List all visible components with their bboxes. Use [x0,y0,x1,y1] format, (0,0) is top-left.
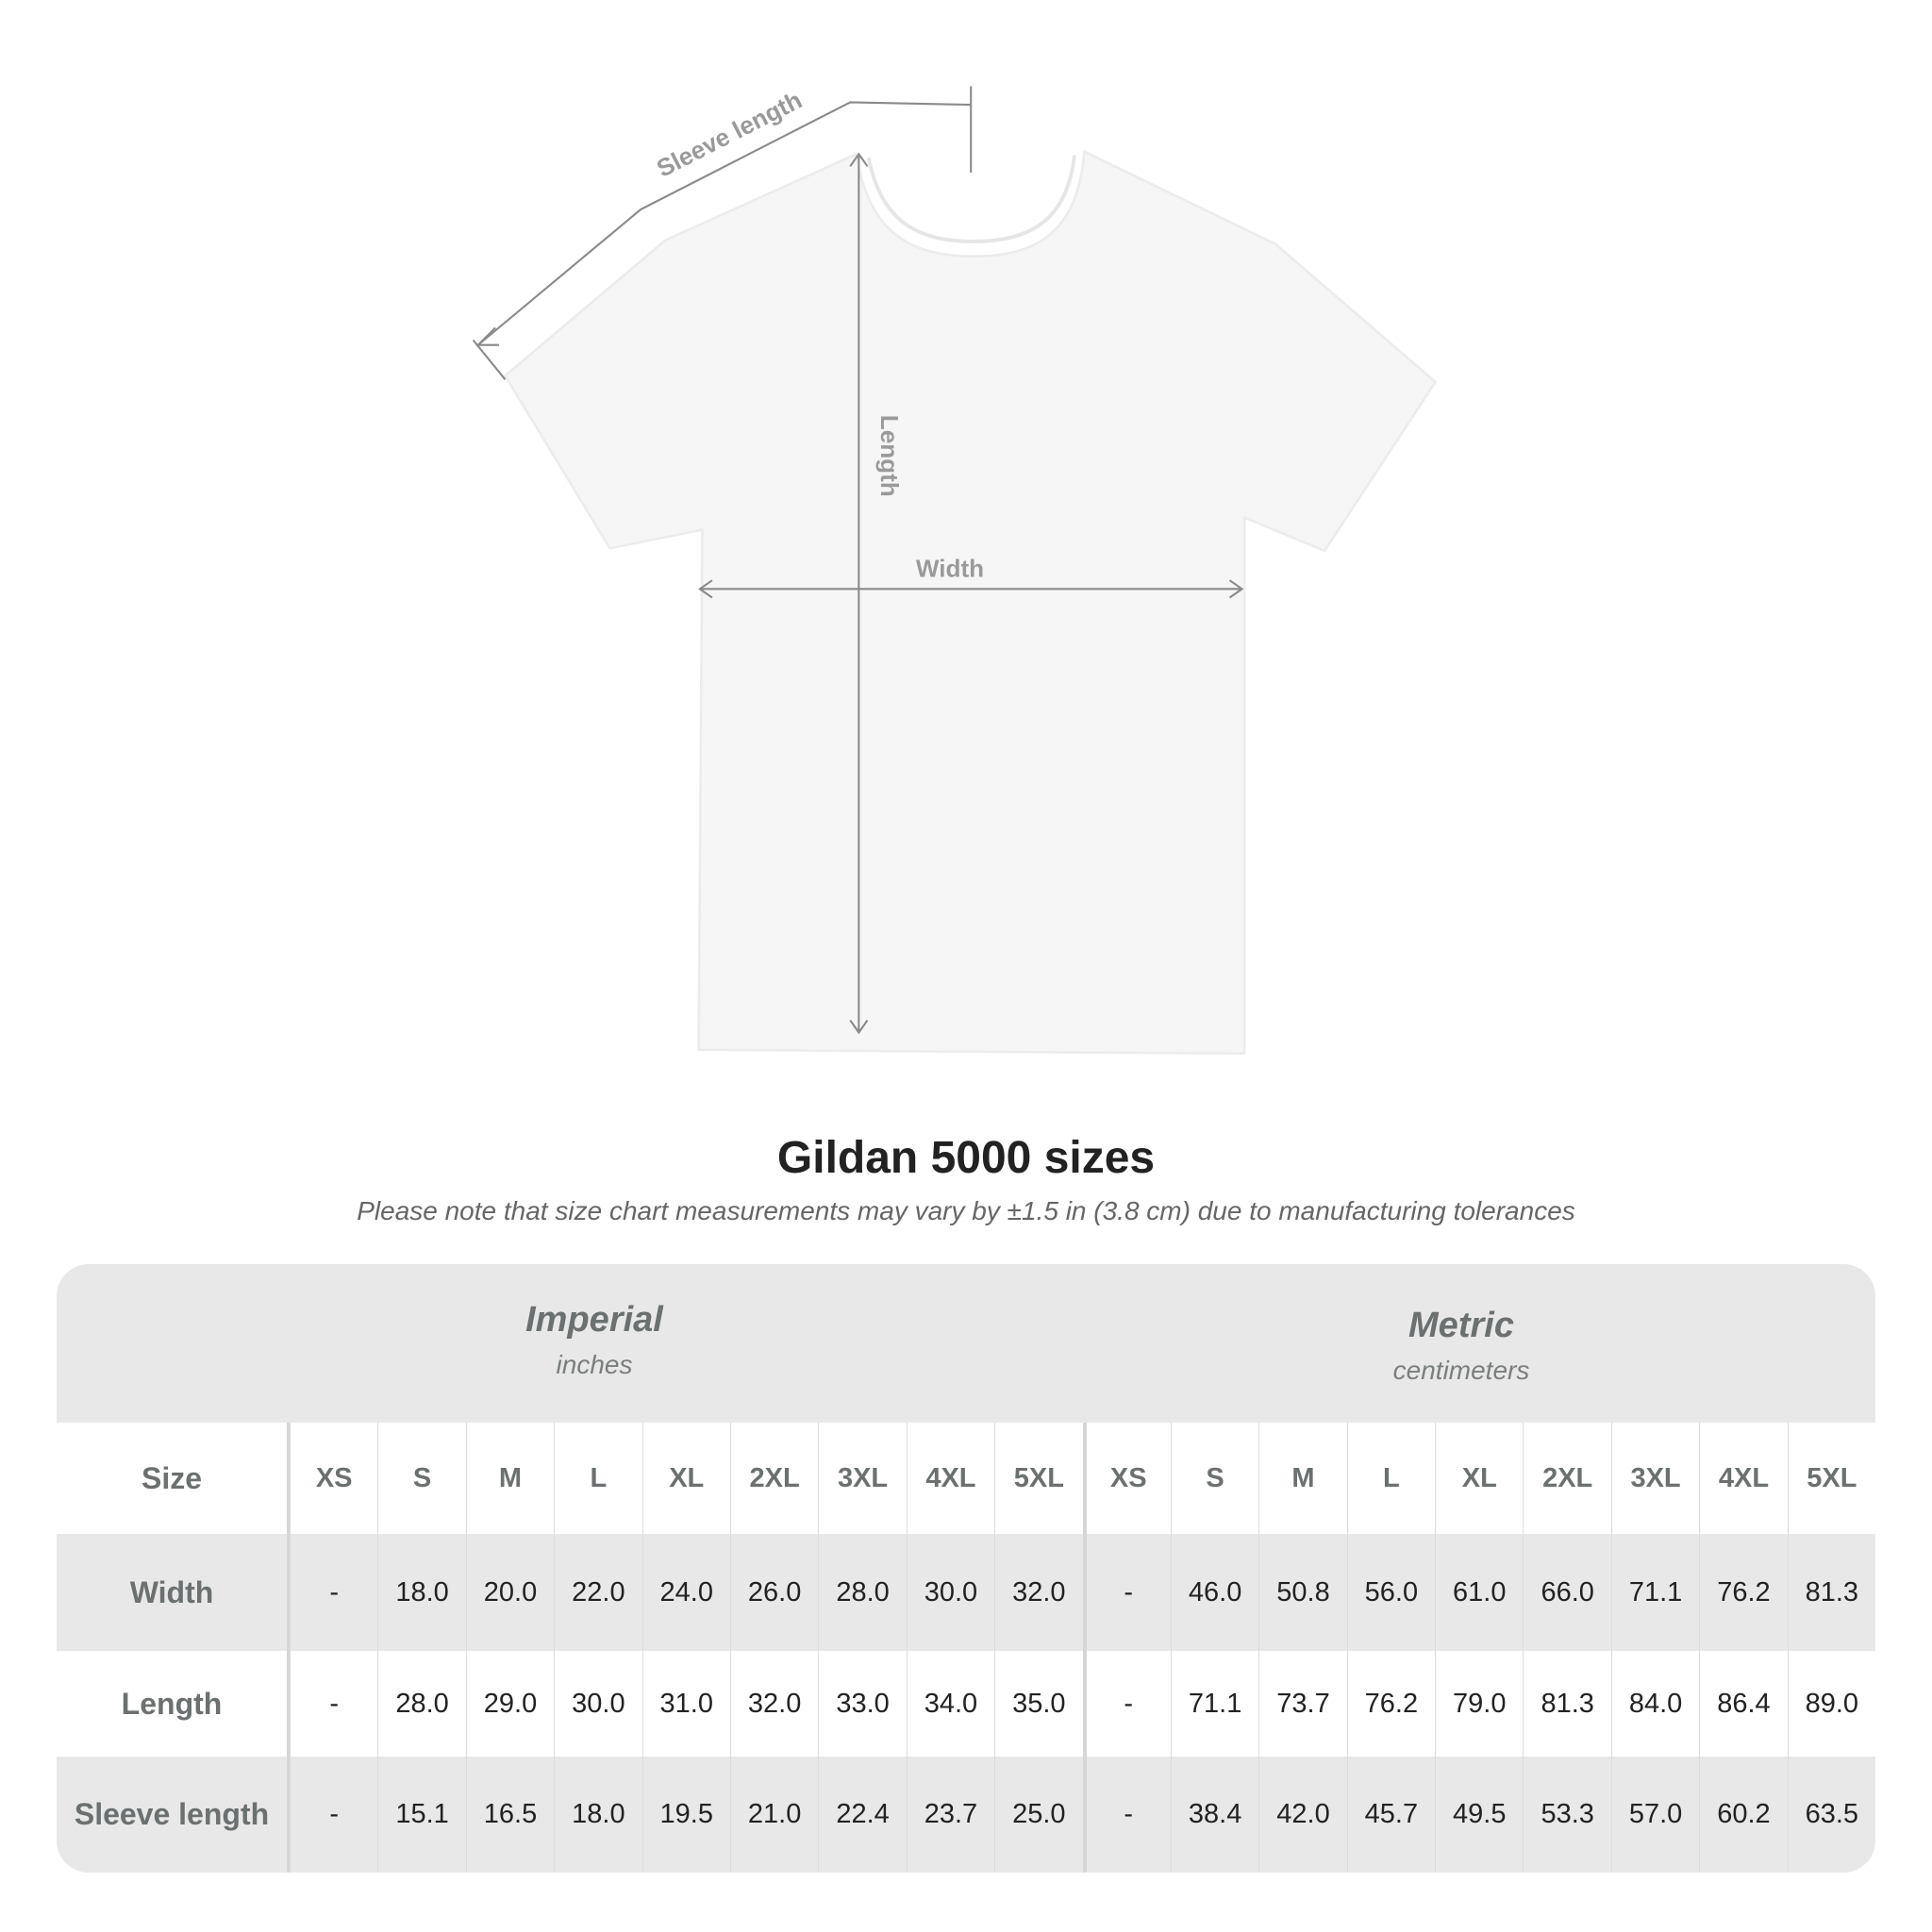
metric-value-cell: 60.2 [1699,1757,1787,1873]
metric-value-cell: 46.0 [1170,1534,1258,1651]
imperial-header: Imperial inches [264,1300,924,1380]
sleeve-length-label: Sleeve length [652,86,807,183]
imperial-value-cell: 31.0 [641,1651,730,1757]
metric-value-cell: 76.2 [1699,1534,1787,1651]
imperial-value-cell: 32.0 [994,1534,1082,1651]
table-row-width: Width -18.0 20.0 22.0 24.0 26.0 28.0 30.0 32.0-4… [57,1534,1875,1651]
imperial-value-cell: 24.0 [641,1534,730,1651]
metric-value-cell: 86.4 [1699,1651,1787,1757]
imperial-size-header: L [554,1423,641,1534]
imperial-value-cell: 22.0 [554,1534,641,1651]
metric-size-header: L [1346,1423,1435,1534]
metric-value-cell: 73.7 [1258,1651,1346,1757]
metric-value-cell: 49.5 [1435,1757,1523,1873]
metric-value-cell: 53.3 [1523,1757,1610,1873]
metric-value-cell: 57.0 [1610,1757,1699,1873]
row-label: Width [57,1534,290,1651]
width-label: Width [916,554,984,582]
imperial-value-cell: 15.1 [377,1757,465,1873]
imperial-value-cell: - [290,1651,377,1757]
metric-value-cell: - [1082,1534,1171,1651]
metric-value-cell: 81.3 [1523,1651,1610,1757]
imperial-value-cell: 34.0 [906,1651,994,1757]
imperial-value-cell: 28.0 [377,1651,465,1757]
imperial-value-cell: 28.0 [818,1534,906,1651]
metric-value-cell: 76.2 [1346,1651,1435,1757]
table-row-sleeve-length: Sleeve length -15.1 16.5 18.0 19.5 21.0 22.4 23… [57,1757,1875,1873]
metric-value-cell: 71.1 [1610,1534,1699,1651]
imperial-unit: inches [556,1350,633,1379]
metric-value-cell: 45.7 [1346,1757,1435,1873]
metric-value-cell: 71.1 [1170,1651,1258,1757]
imperial-size-header: 4XL [906,1423,994,1534]
metric-size-header: M [1258,1423,1346,1534]
imperial-value-cell: 19.5 [641,1757,730,1873]
tolerance-note: Please note that size chart measurements… [357,1196,1575,1225]
metric-value-cell: 81.3 [1787,1534,1875,1651]
imperial-title: Imperial [525,1300,663,1340]
imperial-size-header: 2XL [729,1423,818,1534]
metric-value-cell: 66.0 [1523,1534,1610,1651]
imperial-value-cell: 18.0 [554,1757,641,1873]
metric-value-cell: - [1082,1757,1171,1873]
imperial-value-cell: 26.0 [729,1534,818,1651]
imperial-value-cell: 33.0 [818,1651,906,1757]
imperial-value-cell: 25.0 [994,1757,1082,1873]
imperial-value-cell: 30.0 [906,1534,994,1651]
metric-value-cell: 56.0 [1346,1534,1435,1651]
metric-value-cell: 63.5 [1787,1757,1875,1873]
page-title: Gildan 5000 sizes [776,1133,1156,1183]
metric-value-cell: 50.8 [1258,1534,1346,1651]
imperial-value-cell: 16.5 [465,1757,554,1873]
metric-value-cell: 79.0 [1435,1651,1523,1757]
sleeve-length-line [477,101,972,346]
metric-size-header: XS [1082,1423,1171,1534]
imperial-value-cell: 30.0 [554,1651,641,1757]
imperial-value-cell: 21.0 [729,1757,818,1873]
imperial-value-cell: 23.7 [906,1757,994,1873]
imperial-value-cell: 20.0 [465,1534,554,1651]
imperial-value-cell: 29.0 [465,1651,554,1757]
size-label: Size [57,1423,290,1534]
imperial-value-cell: 32.0 [729,1651,818,1757]
imperial-size-header: XS [290,1423,377,1534]
metric-value-cell: - [1082,1651,1171,1757]
imperial-value-cell: 35.0 [994,1651,1082,1757]
size-header-row: Size XS S M L XL 2XL 3XL 4XL 5XL XS S M L XL 2XL 3XL 4XL… [57,1423,1875,1534]
imperial-value-cell: - [290,1534,377,1651]
metric-size-header: XL [1435,1423,1523,1534]
metric-header: Metric centimeters [1131,1306,1791,1386]
metric-value-cell: 84.0 [1610,1651,1699,1757]
size-table: Imperial inches Metric centimeters Size … [57,1264,1875,1873]
imperial-value-cell: 18.0 [377,1534,465,1651]
metric-unit: centimeters [1392,1356,1530,1385]
metric-value-cell: 89.0 [1787,1651,1875,1757]
imperial-value-cell: 22.4 [818,1757,906,1873]
imperial-size-header: 5XL [994,1423,1082,1534]
metric-size-header: 3XL [1610,1423,1699,1534]
imperial-value-cell: - [290,1757,377,1873]
imperial-size-header: XL [641,1423,730,1534]
metric-size-header: 5XL [1787,1423,1875,1534]
imperial-size-header: S [377,1423,465,1534]
length-label: Length [875,415,904,497]
imperial-size-header: 3XL [818,1423,906,1534]
metric-size-header: 4XL [1699,1423,1787,1534]
imperial-size-header: M [465,1423,554,1534]
row-label: Length [57,1651,290,1757]
metric-title: Metric [1408,1306,1514,1345]
metric-value-cell: 61.0 [1435,1534,1523,1651]
row-label: Sleeve length [57,1757,290,1873]
table-row-length: Length -28.0 29.0 30.0 31.0 32.0 33.0 34.0 35.0-… [57,1651,1875,1757]
metric-value-cell: 42.0 [1258,1757,1346,1873]
metric-size-header: S [1170,1423,1258,1534]
metric-value-cell: 38.4 [1170,1757,1258,1873]
tshirt-illustration [503,149,1438,1056]
metric-size-header: 2XL [1523,1423,1610,1534]
unit-header-band: Imperial inches Metric centimeters [57,1264,1875,1423]
